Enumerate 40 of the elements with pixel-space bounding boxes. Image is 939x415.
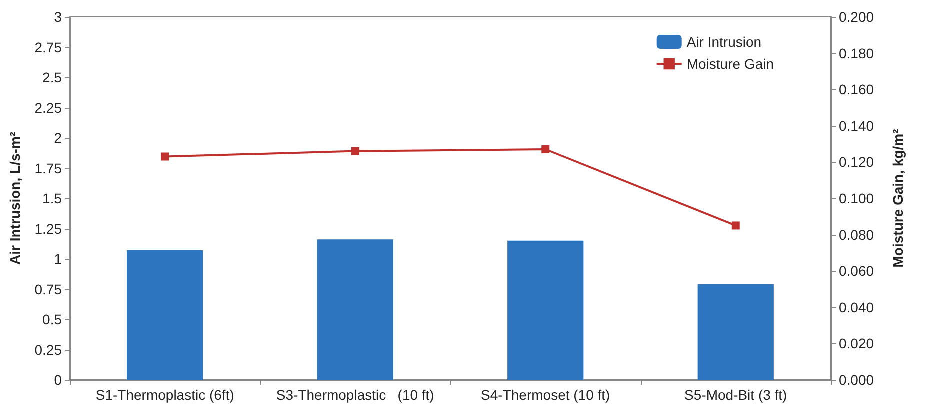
- y2-axis-title: Moisture Gain, kg/m²: [890, 128, 906, 268]
- y2-tick-label: 0.040: [839, 299, 874, 316]
- point: [732, 222, 740, 230]
- point: [351, 147, 360, 156]
- legend-label: Air Intrusion: [686, 34, 762, 50]
- x-tick-label: S4-Thermoset (10 ft): [481, 387, 610, 403]
- y2-tick-label: 0.060: [839, 263, 874, 280]
- y-tick-label: 0: [54, 372, 62, 388]
- y-tick-label: 0.75: [34, 281, 62, 298]
- y-tick-label: 2.25: [34, 100, 62, 116]
- point: [161, 152, 170, 161]
- y2-tick-label: 0.120: [839, 154, 874, 170]
- y2-tick-label: 0.100: [839, 190, 874, 206]
- y-tick-label: 1.5: [42, 190, 62, 206]
- y2-tick-label: 0.020: [839, 336, 874, 352]
- y-tick-label: 1.75: [34, 160, 62, 176]
- legend-label: Moisture Gain: [686, 56, 774, 72]
- y-tick-label: 1: [54, 251, 62, 267]
- y-tick-label: 2.5: [42, 70, 62, 86]
- y-tick-label: 0.5: [42, 312, 62, 328]
- y2-tick-label: 0.160: [839, 82, 874, 98]
- bar: [508, 240, 584, 380]
- bar: [698, 284, 774, 380]
- y-tick-label: 2: [54, 130, 62, 146]
- y-tick-label: 0.25: [34, 342, 62, 358]
- y2-tick-label: 0.180: [839, 45, 874, 62]
- bar: [127, 250, 204, 380]
- y2-tick-label: 0.000: [839, 372, 874, 388]
- y-tick-label: 3: [54, 9, 62, 25]
- x-tick-label: S3-Thermoplastic (10 ft): [276, 387, 434, 403]
- y-tick-label: 1.25: [34, 220, 62, 237]
- x-tick-label: S1-Thermoplastic (6ft): [96, 387, 234, 403]
- y2-tick-label: 0.200: [839, 9, 874, 25]
- x-tick-label: S5-Mod-Bit (3 ft): [684, 387, 788, 403]
- bar: [317, 240, 394, 380]
- y2-tick-label: 0.140: [839, 118, 874, 134]
- y-tick-label: 2.75: [34, 39, 62, 56]
- point: [542, 145, 550, 154]
- y2-tick-label: 0.080: [839, 226, 874, 243]
- y-axis-title: Air Intrusion, L/s-m²: [7, 132, 23, 265]
